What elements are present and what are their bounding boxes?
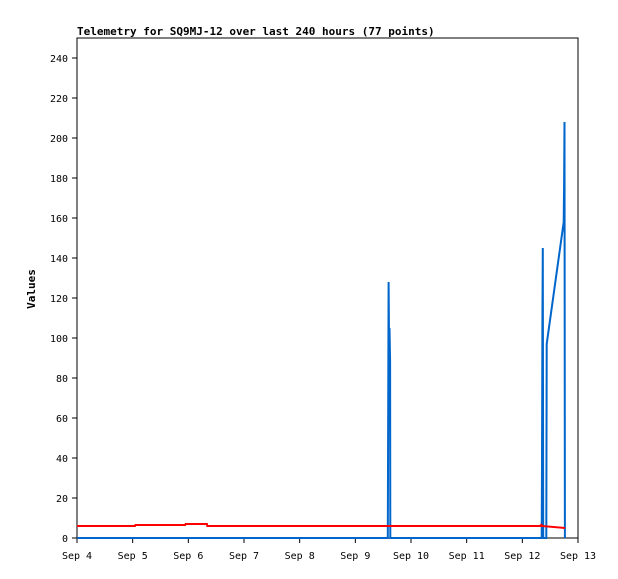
x-tick-label: Sep 7 [229, 551, 259, 562]
y-tick-label: 140 [50, 254, 68, 265]
y-tick-label: 20 [56, 494, 68, 505]
x-tick-label: Sep 12 [504, 551, 540, 562]
y-tick-label: 240 [50, 54, 68, 65]
y-tick-label: 80 [56, 374, 68, 385]
y-tick-label: 160 [50, 214, 68, 225]
y-tick-label: 120 [50, 294, 68, 305]
x-tick-label: Sep 8 [285, 551, 315, 562]
x-tick-label: Sep 13 [560, 551, 596, 562]
x-tick-label: Sep 11 [449, 551, 485, 562]
plot-area [76, 37, 579, 539]
x-tick-label: Sep 5 [118, 551, 148, 562]
y-tick-label: 40 [56, 454, 68, 465]
series-line-1 [77, 121, 566, 539]
series-layer [77, 121, 566, 539]
x-tick-label: Sep 10 [393, 551, 429, 562]
x-axis: Sep 4 Sep 5 Sep 6 Sep 7 Sep 8 Sep 9 Sep 10 Sep … [62, 538, 596, 562]
chart-title: Telemetry for SQ9MJ-12 over last 240 hou… [77, 25, 435, 38]
y-tick-label: 180 [50, 174, 68, 185]
y-axis: 0 20 40 60 80 100 120 140 160 180 200 220 240 [50, 54, 77, 545]
y-tick-label: 200 [50, 134, 68, 145]
y-tick-label: 220 [50, 94, 68, 105]
y-axis-label: Values [25, 269, 38, 309]
y-tick-label: 60 [56, 414, 68, 425]
x-tick-label: Sep 6 [173, 551, 203, 562]
y-tick-label: 0 [62, 534, 68, 545]
y-tick-label: 100 [50, 334, 68, 345]
x-tick-label: Sep 9 [340, 551, 370, 562]
x-tick-label: Sep 4 [62, 551, 92, 562]
series-line-2 [77, 523, 566, 529]
